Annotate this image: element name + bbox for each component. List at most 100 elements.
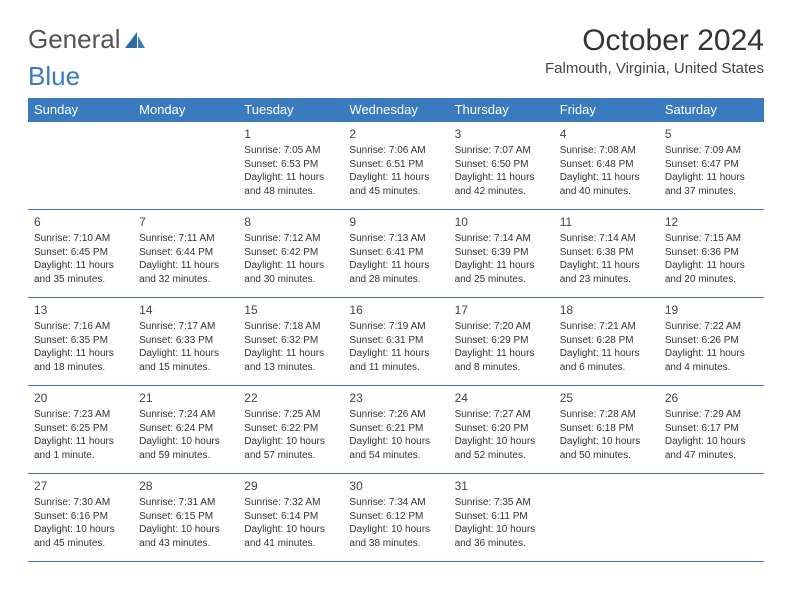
calendar-cell: 18Sunrise: 7:21 AMSunset: 6:28 PMDayligh… [554, 298, 659, 386]
daylight-text: Daylight: 11 hours and 8 minutes. [455, 347, 548, 374]
calendar-cell: 1Sunrise: 7:05 AMSunset: 6:53 PMDaylight… [238, 122, 343, 210]
sunrise-text: Sunrise: 7:16 AM [34, 320, 127, 334]
sunrise-text: Sunrise: 7:18 AM [244, 320, 337, 334]
sunrise-text: Sunrise: 7:35 AM [455, 496, 548, 510]
calendar-cell: 7Sunrise: 7:11 AMSunset: 6:44 PMDaylight… [133, 210, 238, 298]
day-number: 31 [455, 478, 548, 494]
sunset-text: Sunset: 6:39 PM [455, 246, 548, 260]
calendar-cell: 11Sunrise: 7:14 AMSunset: 6:38 PMDayligh… [554, 210, 659, 298]
calendar-cell: 21Sunrise: 7:24 AMSunset: 6:24 PMDayligh… [133, 386, 238, 474]
sunset-text: Sunset: 6:24 PM [139, 422, 232, 436]
calendar-cell: 22Sunrise: 7:25 AMSunset: 6:22 PMDayligh… [238, 386, 343, 474]
logo-text-2: Blue [28, 61, 80, 92]
calendar-cell: 10Sunrise: 7:14 AMSunset: 6:39 PMDayligh… [449, 210, 554, 298]
day-number: 27 [34, 478, 127, 494]
day-number: 24 [455, 390, 548, 406]
sunset-text: Sunset: 6:53 PM [244, 158, 337, 172]
sunset-text: Sunset: 6:20 PM [455, 422, 548, 436]
day-number: 16 [349, 302, 442, 318]
sunset-text: Sunset: 6:41 PM [349, 246, 442, 260]
sunset-text: Sunset: 6:48 PM [560, 158, 653, 172]
calendar-cell: 17Sunrise: 7:20 AMSunset: 6:29 PMDayligh… [449, 298, 554, 386]
sunrise-text: Sunrise: 7:32 AM [244, 496, 337, 510]
daylight-text: Daylight: 11 hours and 30 minutes. [244, 259, 337, 286]
sunset-text: Sunset: 6:12 PM [349, 510, 442, 524]
sunrise-text: Sunrise: 7:31 AM [139, 496, 232, 510]
calendar-cell: 2Sunrise: 7:06 AMSunset: 6:51 PMDaylight… [343, 122, 448, 210]
sunrise-text: Sunrise: 7:24 AM [139, 408, 232, 422]
sunrise-text: Sunrise: 7:27 AM [455, 408, 548, 422]
sunrise-text: Sunrise: 7:08 AM [560, 144, 653, 158]
sunset-text: Sunset: 6:25 PM [34, 422, 127, 436]
calendar-cell: 28Sunrise: 7:31 AMSunset: 6:15 PMDayligh… [133, 474, 238, 562]
daylight-text: Daylight: 10 hours and 38 minutes. [349, 523, 442, 550]
daylight-text: Daylight: 10 hours and 36 minutes. [455, 523, 548, 550]
sunrise-text: Sunrise: 7:07 AM [455, 144, 548, 158]
day-number: 3 [455, 126, 548, 142]
day-number: 12 [665, 214, 758, 230]
sunset-text: Sunset: 6:18 PM [560, 422, 653, 436]
sunrise-text: Sunrise: 7:13 AM [349, 232, 442, 246]
day-number: 9 [349, 214, 442, 230]
day-number: 22 [244, 390, 337, 406]
sunrise-text: Sunrise: 7:15 AM [665, 232, 758, 246]
calendar-cell: 6Sunrise: 7:10 AMSunset: 6:45 PMDaylight… [28, 210, 133, 298]
daylight-text: Daylight: 10 hours and 57 minutes. [244, 435, 337, 462]
calendar-cell [28, 122, 133, 210]
day-number: 6 [34, 214, 127, 230]
day-number: 26 [665, 390, 758, 406]
daylight-text: Daylight: 11 hours and 40 minutes. [560, 171, 653, 198]
sunrise-text: Sunrise: 7:26 AM [349, 408, 442, 422]
day-number: 19 [665, 302, 758, 318]
daylight-text: Daylight: 11 hours and 32 minutes. [139, 259, 232, 286]
daylight-text: Daylight: 11 hours and 23 minutes. [560, 259, 653, 286]
daylight-text: Daylight: 10 hours and 47 minutes. [665, 435, 758, 462]
day-number: 5 [665, 126, 758, 142]
day-number: 28 [139, 478, 232, 494]
calendar-cell: 4 Sunrise: 7:08 AMSunset: 6:48 PMDaylight… [554, 122, 659, 210]
calendar-table: Sunday Monday Tuesday Wednesday Thursday… [28, 98, 764, 562]
daylight-text: Daylight: 10 hours and 50 minutes. [560, 435, 653, 462]
daylight-text: Daylight: 11 hours and 15 minutes. [139, 347, 232, 374]
day-header-row: Sunday Monday Tuesday Wednesday Thursday… [28, 98, 764, 122]
calendar-cell: 19Sunrise: 7:22 AMSunset: 6:26 PMDayligh… [659, 298, 764, 386]
sunrise-text: Sunrise: 7:14 AM [455, 232, 548, 246]
sunrise-text: Sunrise: 7:05 AM [244, 144, 337, 158]
day-number: 18 [560, 302, 653, 318]
day-number: 4 [560, 126, 653, 142]
calendar-cell: 14Sunrise: 7:17 AMSunset: 6:33 PMDayligh… [133, 298, 238, 386]
daylight-text: Daylight: 10 hours and 43 minutes. [139, 523, 232, 550]
calendar-cell: 16Sunrise: 7:19 AMSunset: 6:31 PMDayligh… [343, 298, 448, 386]
sunrise-text: Sunrise: 7:34 AM [349, 496, 442, 510]
daylight-text: Daylight: 11 hours and 6 minutes. [560, 347, 653, 374]
location: Falmouth, Virginia, United States [545, 60, 764, 77]
sunrise-text: Sunrise: 7:23 AM [34, 408, 127, 422]
calendar-cell: 3Sunrise: 7:07 AMSunset: 6:50 PMDaylight… [449, 122, 554, 210]
logo: General [28, 24, 147, 55]
calendar-cell: 27Sunrise: 7:30 AMSunset: 6:16 PMDayligh… [28, 474, 133, 562]
daylight-text: Daylight: 11 hours and 4 minutes. [665, 347, 758, 374]
calendar-row: 13Sunrise: 7:16 AMSunset: 6:35 PMDayligh… [28, 298, 764, 386]
calendar-cell: 29Sunrise: 7:32 AMSunset: 6:14 PMDayligh… [238, 474, 343, 562]
sunrise-text: Sunrise: 7:30 AM [34, 496, 127, 510]
sunset-text: Sunset: 6:26 PM [665, 334, 758, 348]
calendar-cell: 24Sunrise: 7:27 AMSunset: 6:20 PMDayligh… [449, 386, 554, 474]
calendar-cell [659, 474, 764, 562]
sunset-text: Sunset: 6:47 PM [665, 158, 758, 172]
calendar-cell: 12Sunrise: 7:15 AMSunset: 6:36 PMDayligh… [659, 210, 764, 298]
day-number: 2 [349, 126, 442, 142]
day-number: 17 [455, 302, 548, 318]
sunrise-text: Sunrise: 7:11 AM [139, 232, 232, 246]
calendar-cell: 15Sunrise: 7:18 AMSunset: 6:32 PMDayligh… [238, 298, 343, 386]
sunset-text: Sunset: 6:11 PM [455, 510, 548, 524]
calendar-cell: 5Sunrise: 7:09 AMSunset: 6:47 PMDaylight… [659, 122, 764, 210]
day-header: Friday [554, 98, 659, 122]
sunrise-text: Sunrise: 7:06 AM [349, 144, 442, 158]
sunset-text: Sunset: 6:36 PM [665, 246, 758, 260]
day-number: 14 [139, 302, 232, 318]
day-number: 29 [244, 478, 337, 494]
day-number: 20 [34, 390, 127, 406]
daylight-text: Daylight: 11 hours and 42 minutes. [455, 171, 548, 198]
calendar-cell: 13Sunrise: 7:16 AMSunset: 6:35 PMDayligh… [28, 298, 133, 386]
daylight-text: Daylight: 11 hours and 11 minutes. [349, 347, 442, 374]
